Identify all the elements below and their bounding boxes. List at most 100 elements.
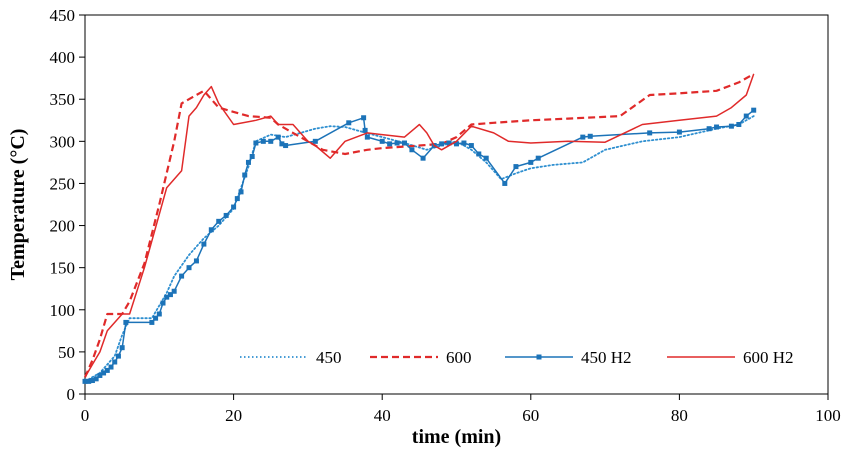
- data-point: [231, 204, 237, 210]
- data-point: [409, 147, 415, 153]
- data-point: [89, 378, 95, 384]
- data-point: [468, 143, 474, 149]
- y-tick-label: 450: [50, 6, 76, 25]
- data-point: [112, 359, 118, 365]
- data-point: [420, 155, 426, 161]
- data-point: [361, 115, 367, 121]
- data-point: [156, 311, 162, 317]
- data-point: [483, 155, 489, 161]
- data-point: [714, 124, 720, 130]
- series-450: [84, 115, 755, 383]
- plot-area-frame: [84, 14, 829, 395]
- data-point: [186, 265, 192, 271]
- data-point: [193, 258, 199, 264]
- data-point: [179, 273, 185, 279]
- legend-item: 600 H2: [667, 348, 794, 367]
- data-point: [119, 345, 125, 351]
- x-axis-ticks: 0 20 40 60 80 100: [81, 394, 841, 425]
- data-point: [234, 196, 240, 202]
- series-line: [85, 109, 755, 383]
- legend-marker: [536, 354, 542, 360]
- data-point: [149, 319, 155, 325]
- series-layer: [82, 73, 757, 384]
- data-point: [728, 123, 734, 129]
- x-tick-label: 20: [225, 406, 242, 425]
- data-point: [253, 140, 259, 146]
- data-point: [706, 126, 712, 132]
- series-line: [84, 73, 755, 378]
- y-tick-label: 300: [50, 132, 76, 151]
- y-tick-label: 150: [50, 259, 76, 278]
- x-tick-label: 0: [81, 406, 90, 425]
- y-tick-label: 250: [50, 174, 76, 193]
- data-point: [580, 134, 586, 140]
- data-point: [476, 151, 482, 157]
- data-point: [587, 133, 593, 139]
- data-point: [171, 288, 177, 294]
- data-point: [249, 153, 255, 159]
- legend-label: 600 H2: [743, 348, 794, 367]
- data-point: [461, 140, 467, 146]
- x-tick-label: 100: [815, 406, 841, 425]
- x-tick-label: 40: [374, 406, 391, 425]
- data-point: [242, 172, 248, 178]
- data-point: [153, 315, 159, 321]
- data-point: [167, 292, 173, 298]
- legend-label: 450: [316, 348, 342, 367]
- series-600: [83, 73, 755, 378]
- data-point: [743, 113, 749, 119]
- y-tick-label: 50: [58, 343, 75, 362]
- legend-label: 450 H2: [581, 348, 632, 367]
- data-point: [208, 227, 214, 233]
- data-point: [104, 367, 110, 373]
- data-point: [535, 155, 541, 161]
- data-point: [439, 141, 445, 147]
- y-tick-label: 200: [50, 217, 76, 236]
- data-point: [387, 141, 393, 147]
- data-point: [528, 159, 534, 165]
- data-point: [364, 134, 370, 140]
- series-line: [83, 73, 755, 378]
- data-point: [751, 107, 757, 113]
- data-point: [108, 364, 114, 370]
- series-600-h2: [84, 73, 755, 378]
- data-point: [454, 141, 459, 147]
- y-tick-label: 350: [50, 90, 76, 109]
- legend-item: 450 H2: [505, 348, 632, 367]
- data-point: [676, 129, 682, 135]
- data-point: [362, 127, 368, 133]
- data-point: [123, 319, 129, 325]
- y-tick-label: 100: [50, 301, 76, 320]
- data-point: [86, 378, 92, 384]
- data-point: [97, 372, 103, 378]
- data-point: [268, 138, 274, 144]
- data-point: [346, 120, 352, 126]
- data-point: [216, 218, 222, 224]
- data-point: [446, 140, 452, 146]
- data-point: [275, 134, 281, 140]
- y-axis-ticks: 0 50 100 150 200 250 300 350 400 450: [50, 6, 85, 404]
- data-point: [513, 164, 519, 170]
- data-point: [93, 376, 99, 382]
- data-point: [379, 138, 385, 144]
- data-point: [394, 140, 400, 146]
- data-point: [115, 353, 121, 359]
- legend: 450 600 450 H2 600 H2: [240, 348, 794, 367]
- y-axis-title: Temperature (°C): [7, 129, 29, 281]
- data-point: [238, 189, 244, 195]
- data-point: [201, 241, 207, 247]
- data-point: [164, 294, 170, 300]
- y-tick-label: 400: [50, 48, 76, 67]
- legend-label: 600: [446, 348, 472, 367]
- series-line: [84, 115, 755, 383]
- data-point: [401, 140, 407, 146]
- legend-item: 450: [240, 348, 342, 367]
- data-point: [283, 143, 289, 149]
- data-point: [502, 180, 508, 186]
- data-point: [736, 121, 742, 127]
- data-point: [223, 212, 229, 218]
- data-point: [101, 370, 107, 376]
- data-point: [160, 300, 166, 306]
